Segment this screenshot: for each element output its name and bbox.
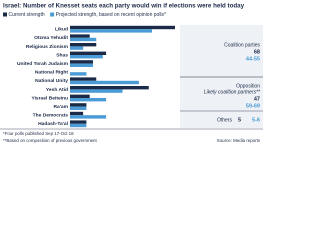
group-projected: 59-69 (246, 103, 260, 109)
bar (70, 115, 107, 119)
category-label: National Right (35, 70, 69, 76)
category-label: The Democrats (33, 113, 69, 119)
legend-swatch (50, 12, 55, 17)
category-label: Ra'am (54, 104, 69, 110)
chart: Israel: Number of Knesset seats each par… (0, 2, 263, 144)
source: Source: Media reports (217, 138, 261, 143)
bar (70, 37, 97, 42)
chart-title: Israel: Number of Knesset seats each par… (3, 3, 245, 10)
group-sublabel: Likely coalition partners** (204, 89, 261, 95)
bar (70, 63, 93, 67)
category-label: Yisrael Beiteinu (31, 95, 68, 101)
side-panel (180, 25, 263, 128)
category-label: National Unity (35, 78, 68, 84)
bar (70, 103, 87, 107)
bar (70, 43, 97, 47)
group-current: 68 (254, 49, 260, 55)
footnote: **Based on composition of previous gover… (3, 138, 98, 143)
group-label: Coalition parties (224, 42, 260, 48)
group-projected: 5-6 (252, 117, 260, 123)
legend-swatch (3, 12, 7, 17)
group-label: Opposition (236, 83, 260, 89)
bar (70, 25, 175, 30)
bar (70, 106, 87, 110)
group-projected: 44-55 (246, 56, 260, 62)
category-label: Shas (56, 52, 68, 58)
legend-label: Projected strength, based on recent opin… (56, 12, 166, 18)
bar (70, 34, 90, 38)
category-label: Otzma Yehudit (34, 35, 68, 41)
bar (70, 77, 97, 81)
bar (70, 123, 87, 128)
bar (70, 111, 84, 116)
bar (70, 51, 107, 55)
category-label: Yesh Atid (46, 87, 68, 93)
bar (70, 29, 153, 33)
bar (70, 89, 123, 93)
category-label: United Torah Judaism (17, 61, 69, 67)
legend-label: Current strength (9, 12, 45, 18)
bar (70, 46, 84, 50)
group-current: 47 (254, 96, 260, 102)
category-label: Religious Zionism (26, 44, 69, 50)
group-current: 5 (238, 117, 241, 123)
bar (70, 60, 93, 64)
bar (70, 120, 87, 124)
bar (70, 86, 149, 90)
category-label: Likud (55, 27, 68, 33)
footnote: *Four polls published Sep 17-Oct 18 (3, 131, 74, 136)
bar (70, 80, 139, 85)
bar (70, 55, 103, 59)
bar (70, 72, 87, 76)
category-label: Hadash-Ta'al (38, 121, 69, 127)
bar (70, 98, 107, 102)
bar (70, 94, 90, 98)
group-label: Others (217, 117, 233, 123)
